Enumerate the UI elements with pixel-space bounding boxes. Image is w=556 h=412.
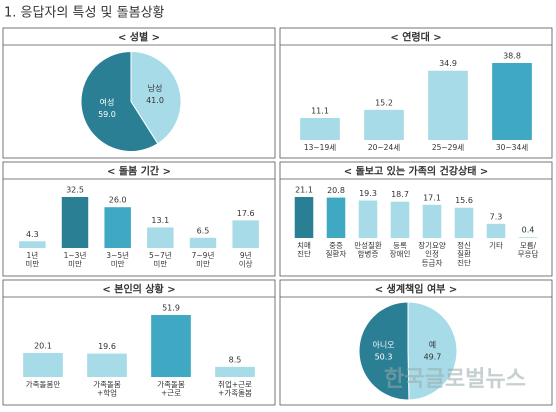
value-label: 21.1 xyxy=(295,186,313,195)
panel xyxy=(279,27,553,159)
category-label: 30~34세 xyxy=(496,143,528,152)
slice-value: 41.0 xyxy=(146,96,164,105)
category-label: 취업+근로 +가족돌봄 xyxy=(218,380,252,398)
panel-title: < 본인의 상황 > xyxy=(102,283,175,296)
page-title: 1. 응답자의 특성 및 돌봄상황 xyxy=(4,6,165,21)
bar xyxy=(358,200,378,238)
pie-slice xyxy=(80,50,159,152)
bar xyxy=(23,352,63,377)
category-label: 7~9년 미만 xyxy=(192,250,215,269)
slice-label: 예 xyxy=(429,339,436,349)
category-label: 장기요양 인정 등급자 xyxy=(418,240,446,267)
value-label: 7.3 xyxy=(490,212,503,221)
panel xyxy=(2,27,276,159)
category-label: 정신 질환 진단 xyxy=(457,240,471,267)
bar xyxy=(151,315,191,377)
value-label: 32.5 xyxy=(66,186,84,195)
value-label: 6.5 xyxy=(197,226,210,235)
bar xyxy=(492,63,532,140)
category-label: 등록 장애인 xyxy=(390,241,411,259)
bar xyxy=(147,227,174,248)
slice-label: 여성 xyxy=(100,97,115,107)
value-label: 38.8 xyxy=(503,52,521,61)
bar xyxy=(232,220,259,248)
category-label: 가족돌봄만 xyxy=(26,380,61,389)
panel-title: < 돌보고 있는 가족의 건강상태 > xyxy=(344,165,489,178)
category-label: 9년 이상 xyxy=(239,250,253,269)
pie-slice xyxy=(407,301,458,401)
bar xyxy=(61,197,89,248)
panel xyxy=(2,279,276,406)
slice-value: 49.7 xyxy=(424,352,442,361)
value-label: 18.7 xyxy=(391,190,409,199)
value-label: 17.6 xyxy=(237,209,255,218)
category-label: 20~24세 xyxy=(368,143,400,152)
value-label: 8.5 xyxy=(229,355,242,364)
bar xyxy=(364,109,404,140)
value-label: 20.1 xyxy=(34,341,52,350)
value-label: 51.9 xyxy=(162,304,180,313)
value-label: 15.2 xyxy=(375,98,393,107)
value-label: 26.0 xyxy=(109,196,127,205)
watermark: 한국글로벌뉴스 xyxy=(384,367,526,392)
panel xyxy=(279,161,553,277)
slice-label: 남성 xyxy=(148,84,163,93)
category-label: 만성질환 합병증 xyxy=(354,240,382,259)
category-label: 1년 미만 xyxy=(25,250,39,269)
category-label: 5~7년 미만 xyxy=(149,250,172,269)
panel-title: < 생계책임 여부 > xyxy=(375,283,457,296)
category-label: 중증 질환자 xyxy=(326,241,347,259)
panel-title: < 연령대 > xyxy=(390,31,441,44)
category-label: 25~29세 xyxy=(432,143,464,152)
bar xyxy=(454,207,474,238)
panel-title: < 성별 > xyxy=(118,31,160,44)
panel xyxy=(2,161,276,277)
slice-label: 아니오 xyxy=(372,340,394,350)
value-label: 0.4 xyxy=(522,226,535,235)
value-label: 15.6 xyxy=(455,196,473,205)
bar xyxy=(19,241,46,248)
value-label: 13.1 xyxy=(151,216,169,225)
category-label: 13~19세 xyxy=(304,143,336,152)
value-label: 20.8 xyxy=(327,186,345,195)
value-label: 4.3 xyxy=(26,230,39,239)
bar xyxy=(486,223,506,238)
bar xyxy=(428,70,468,140)
bar xyxy=(518,237,538,238)
category-label: 1~3년 미만 xyxy=(64,250,87,269)
bar xyxy=(189,237,217,248)
panel xyxy=(279,279,553,406)
pie-slice xyxy=(358,301,410,401)
bar xyxy=(215,366,255,377)
bar xyxy=(87,353,127,377)
value-label: 11.1 xyxy=(311,106,329,115)
bar xyxy=(326,197,346,238)
slice-value: 50.3 xyxy=(375,353,393,362)
category-label: 모름/무응답 xyxy=(518,241,539,259)
value-label: 19.6 xyxy=(98,342,116,351)
category-label: 기타 xyxy=(489,241,503,250)
bar xyxy=(300,117,340,140)
category-label: 치매 진단 xyxy=(297,241,311,259)
value-label: 19.3 xyxy=(359,189,377,198)
value-label: 34.9 xyxy=(439,59,457,68)
value-label: 17.1 xyxy=(423,193,441,202)
bar xyxy=(422,204,442,238)
slice-value: 59.0 xyxy=(98,110,116,119)
bar xyxy=(294,197,314,238)
bar xyxy=(104,207,131,248)
panel-title: < 돌봄 기간 > xyxy=(107,165,171,178)
bar xyxy=(390,201,410,238)
category-label: 가족돌봄 +근로 xyxy=(157,380,185,398)
category-label: 가족돌봄 +학업 xyxy=(93,380,121,398)
category-label: 3~5년 미만 xyxy=(106,250,129,269)
